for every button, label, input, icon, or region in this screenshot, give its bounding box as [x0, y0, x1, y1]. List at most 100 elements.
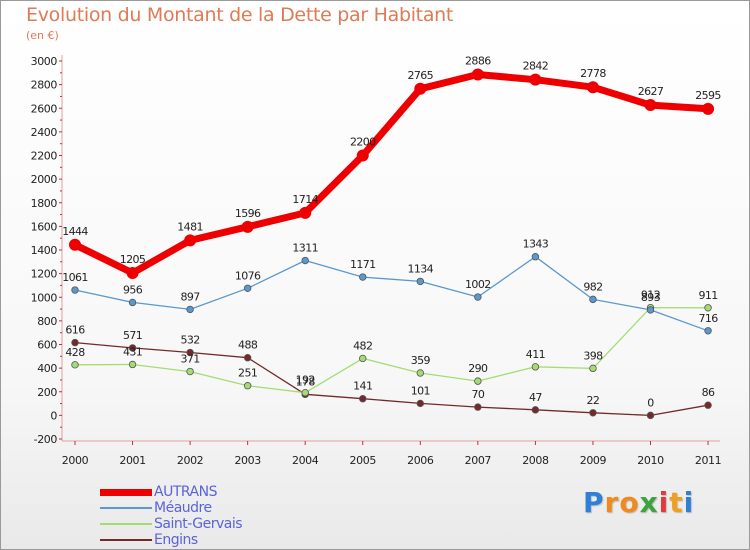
- data-point: [589, 409, 597, 417]
- data-label: 532: [180, 334, 199, 347]
- data-label: 101: [411, 384, 430, 397]
- legend-swatch: [100, 539, 152, 541]
- data-point: [646, 306, 655, 314]
- data-point: [646, 411, 655, 420]
- data-label: 488: [238, 339, 258, 352]
- series-line-Engins: [74, 341, 709, 417]
- y-tick-label: 600: [37, 339, 57, 352]
- chart-subtitle: (en €): [26, 29, 59, 42]
- data-point: [186, 305, 194, 314]
- data-point: [69, 238, 81, 251]
- data-point: [586, 81, 599, 94]
- x-tick-label: 2002: [177, 454, 203, 467]
- y-tick-label: 200: [37, 386, 57, 399]
- series-line-AUTRANS: [71, 71, 712, 277]
- data-label: 1134: [407, 262, 433, 275]
- data-label: 893: [641, 291, 661, 304]
- data-label: 1444: [62, 225, 88, 238]
- data-point: [243, 284, 252, 292]
- data-point: [301, 388, 309, 397]
- data-point: [356, 149, 369, 162]
- data-label: 982: [583, 280, 602, 293]
- series-line-Saint-Gervais: [74, 306, 709, 394]
- data-point: [299, 206, 312, 219]
- data-label: 428: [65, 346, 85, 359]
- data-label: 398: [583, 349, 603, 362]
- data-point: [702, 102, 715, 115]
- y-tick-label: 1200: [31, 268, 58, 281]
- logo-letter: i: [658, 486, 670, 519]
- data-point: [531, 363, 540, 371]
- y-tick-label: 2000: [31, 173, 58, 186]
- data-label: 1061: [62, 271, 88, 284]
- data-label: 2765: [407, 69, 433, 82]
- data-label: 2842: [523, 60, 549, 73]
- series-line-Méaudre: [74, 256, 709, 332]
- data-point: [704, 401, 712, 409]
- data-label: 1596: [235, 207, 261, 220]
- data-point: [416, 277, 424, 286]
- data-label: 290: [468, 362, 488, 375]
- data-point: [359, 395, 367, 403]
- data-label: 1076: [235, 269, 261, 282]
- x-tick-label: 2000: [62, 454, 89, 467]
- data-point: [243, 382, 252, 390]
- data-point: [126, 267, 139, 280]
- data-label: 1343: [523, 238, 549, 251]
- data-label: 431: [123, 345, 142, 358]
- y-tick-label: 1400: [31, 244, 58, 257]
- y-tick-label: 0: [50, 409, 57, 422]
- data-label: 70: [471, 388, 484, 401]
- legend-label: Engins: [154, 532, 198, 548]
- y-tick-label: 2600: [31, 102, 58, 115]
- x-tick-label: 2010: [637, 454, 664, 467]
- data-label: 0: [647, 396, 654, 409]
- legend-label: Méaudre: [154, 500, 212, 516]
- data-point: [531, 253, 540, 261]
- y-tick-label: 1800: [31, 197, 58, 210]
- data-label: 897: [180, 290, 200, 303]
- data-label: 956: [123, 283, 143, 296]
- y-tick-label: 2200: [31, 150, 58, 163]
- data-point: [71, 338, 79, 347]
- data-label: 178: [296, 375, 316, 388]
- y-tick-label: -200: [34, 433, 58, 446]
- data-label: 2778: [580, 67, 606, 80]
- data-point: [589, 295, 597, 304]
- data-point: [186, 367, 194, 376]
- data-label: 1311: [292, 242, 318, 255]
- data-point: [186, 348, 194, 357]
- x-tick-label: 2008: [522, 454, 549, 467]
- data-label: 1481: [177, 220, 203, 233]
- chart-data-labels: 1444 1205 1481 1596 1714 2200 2765 2886 2842 2778…: [62, 54, 722, 409]
- data-label: 141: [353, 380, 372, 393]
- legend-swatch: [100, 523, 152, 525]
- y-tick-label: 2800: [31, 79, 58, 92]
- data-label: 716: [698, 312, 718, 325]
- data-point: [471, 68, 484, 81]
- data-point: [71, 286, 79, 294]
- data-label: 1171: [350, 258, 376, 271]
- data-label: 616: [65, 324, 85, 337]
- data-point: [359, 273, 367, 281]
- proxiti-logo: Proxiti: [583, 486, 694, 519]
- chart-series-lines: [69, 68, 715, 420]
- y-tick-label: 3000: [31, 55, 58, 68]
- data-point: [474, 403, 482, 411]
- data-point: [474, 377, 482, 385]
- data-point: [416, 369, 424, 377]
- logo-letter: r: [604, 486, 620, 519]
- x-tick-label: 2004: [292, 454, 319, 467]
- data-label: 1002: [465, 278, 491, 291]
- data-label: 571: [123, 329, 142, 342]
- data-label: 411: [526, 348, 545, 361]
- data-point: [301, 256, 309, 265]
- data-point: [241, 220, 254, 233]
- legend-swatch: [100, 488, 152, 496]
- data-point: [243, 354, 252, 362]
- data-label: 2200: [350, 136, 376, 149]
- data-point: [704, 327, 712, 335]
- x-tick-label: 2007: [465, 454, 492, 467]
- chart-axes: -200 0 200 400 600 800 1000 1200 1400 1600 1800 200…: [31, 55, 722, 467]
